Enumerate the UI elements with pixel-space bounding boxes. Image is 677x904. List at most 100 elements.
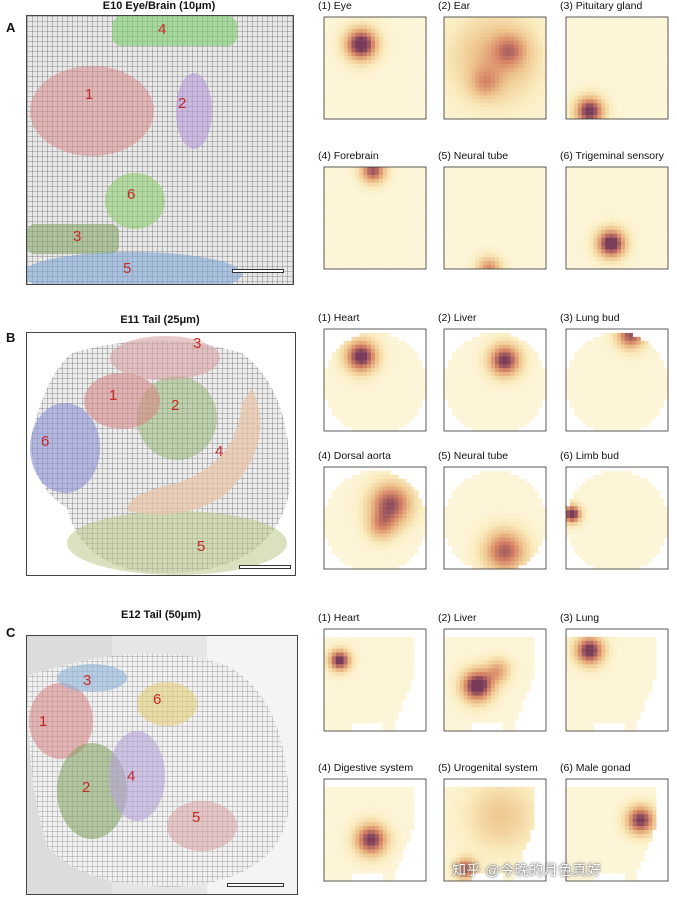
- heatmap-cell: [586, 84, 590, 88]
- heatmap-cell: [418, 25, 422, 29]
- heatmap-cell: [644, 33, 648, 37]
- heatmap-cell: [375, 234, 379, 238]
- heatmap-cell: [367, 84, 371, 88]
- heatmap-cell: [464, 187, 468, 191]
- heatmap-cell: [652, 202, 656, 206]
- heatmap-cell: [371, 419, 375, 423]
- heatmap-cell: [456, 103, 460, 107]
- heatmap-cell: [515, 80, 519, 84]
- heatmap-cell: [387, 111, 391, 115]
- heatmap-cell: [422, 380, 426, 384]
- heatmap-cell: [383, 21, 387, 25]
- heatmap-cell: [383, 261, 387, 265]
- heatmap-cell: [574, 48, 578, 52]
- heatmap-cell: [452, 353, 456, 357]
- heatmap-cell: [399, 234, 403, 238]
- heatmap-cell: [526, 167, 530, 171]
- heatmap-cell: [609, 183, 613, 187]
- heatmap-cell: [456, 194, 460, 198]
- heatmap-cell: [464, 253, 468, 257]
- heatmap-cell: [367, 29, 371, 33]
- heatmap-cell: [383, 257, 387, 261]
- heatmap-cell: [444, 41, 448, 45]
- heatmap-cell: [371, 202, 375, 206]
- heatmap-cell: [359, 107, 363, 111]
- heatmap-cell: [629, 249, 633, 253]
- heatmap-cell: [406, 411, 410, 415]
- heatmap-cell: [387, 88, 391, 92]
- heatmap-cell: [652, 88, 656, 92]
- heatmap-cell: [609, 44, 613, 48]
- heatmap-cell: [605, 187, 609, 191]
- heatmap-cell: [637, 21, 641, 25]
- heatmap-cell: [471, 198, 475, 202]
- heatmap-cell: [625, 171, 629, 175]
- heatmap-cell: [495, 337, 499, 341]
- heatmap-cell: [475, 261, 479, 265]
- heatmap-cell: [371, 407, 375, 411]
- heatmap-cell: [491, 68, 495, 72]
- heatmap-cell: [399, 261, 403, 265]
- heatmap-cell: [324, 368, 328, 372]
- heatmap-cell: [448, 21, 452, 25]
- heatmap-cell: [499, 44, 503, 48]
- heatmap-cell: [348, 41, 352, 45]
- heatmap-cell: [609, 222, 613, 226]
- heatmap-cell: [590, 107, 594, 111]
- heatmap-cell: [511, 388, 515, 392]
- heatmap-cell: [328, 44, 332, 48]
- heatmap-cell: [414, 214, 418, 218]
- heatmap-cell: [348, 25, 352, 29]
- heatmap-cell: [656, 29, 660, 33]
- heatmap-cell: [605, 265, 609, 269]
- heatmap-cell: [570, 21, 574, 25]
- region-shape-1: [84, 373, 160, 429]
- heatmap-cell: [566, 245, 570, 249]
- heatmap-cell: [519, 41, 523, 45]
- heatmap-cell: [609, 68, 613, 72]
- heatmap-cell: [468, 56, 472, 60]
- heatmap-cell: [328, 238, 332, 242]
- heatmap-cell: [601, 222, 605, 226]
- heatmap-cell: [444, 167, 448, 171]
- heatmap-cell: [534, 88, 538, 92]
- heatmap-cell: [351, 84, 355, 88]
- heatmap-cell: [479, 72, 483, 76]
- heatmap-cell: [625, 194, 629, 198]
- heatmap-cell: [471, 60, 475, 64]
- heatmap-cell: [495, 175, 499, 179]
- heatmap-cell: [574, 107, 578, 111]
- heatmap-cell: [387, 353, 391, 357]
- heatmap-cell: [629, 210, 633, 214]
- heatmap-cell: [379, 64, 383, 68]
- heatmap-cell: [479, 380, 483, 384]
- heatmap-cell: [355, 76, 359, 80]
- heatmap-cell: [328, 111, 332, 115]
- heatmap-cell: [648, 210, 652, 214]
- heatmap-cell: [448, 265, 452, 269]
- heatmap-cell: [355, 191, 359, 195]
- heatmap-cell: [495, 80, 499, 84]
- heatmap-cell: [324, 249, 328, 253]
- heatmap-cell: [363, 179, 367, 183]
- heatmap-cell: [395, 427, 399, 431]
- heatmap-cell: [495, 249, 499, 253]
- heatmap-cell: [348, 76, 352, 80]
- heatmap-cell: [656, 226, 660, 230]
- heatmap-cell: [582, 92, 586, 96]
- heatmap-cell: [538, 261, 542, 265]
- heatmap-cell: [359, 103, 363, 107]
- heatmap-cell: [332, 167, 336, 171]
- heatmap-cell: [328, 206, 332, 210]
- heatmap-cell: [460, 198, 464, 202]
- heatmap-cell: [629, 198, 633, 202]
- heatmap-cell: [499, 341, 503, 345]
- heatmap-cell: [526, 60, 530, 64]
- heatmap-cell: [444, 238, 448, 242]
- heatmap-cell: [348, 349, 352, 353]
- heatmap-cell: [511, 37, 515, 41]
- heatmap-cell: [503, 345, 507, 349]
- heatmap-cell: [379, 68, 383, 72]
- heatmap-cell: [629, 214, 633, 218]
- region-shape-3: [57, 664, 127, 692]
